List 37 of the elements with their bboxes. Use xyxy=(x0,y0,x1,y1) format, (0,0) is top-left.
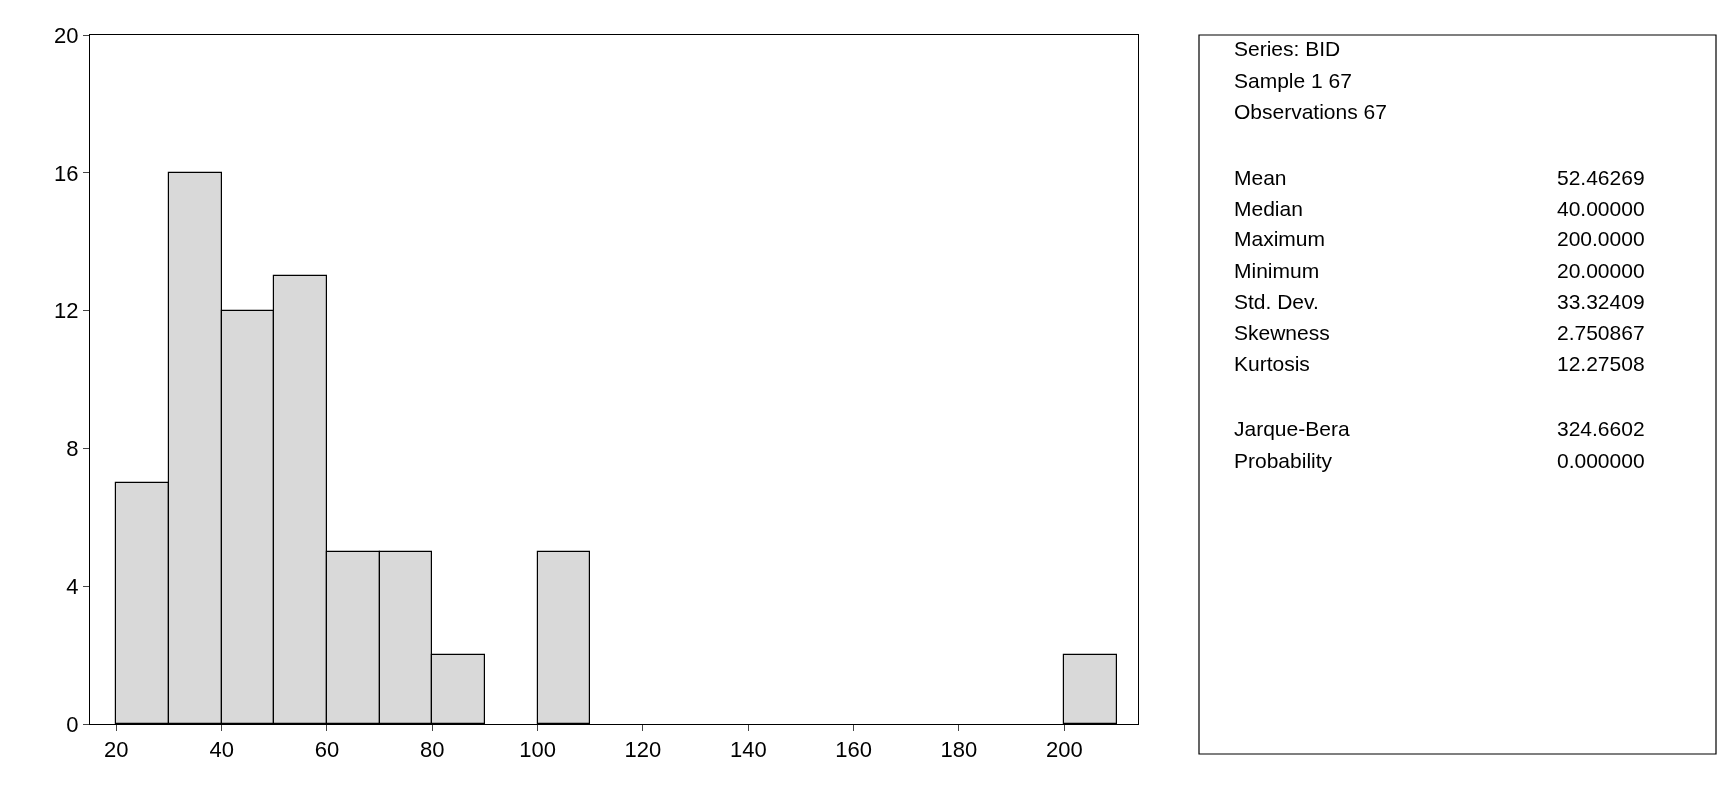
text: Mean xyxy=(1234,166,1287,189)
text: Observations 67 xyxy=(1234,100,1387,123)
text: Skewness xyxy=(1234,321,1330,344)
y-tick-label: 0 xyxy=(66,711,79,737)
text: Minimum xyxy=(1234,259,1320,282)
text: Kurtosis xyxy=(1234,352,1310,375)
x-tick-label: 80 xyxy=(420,737,445,763)
x-tick-label: 120 xyxy=(624,737,662,763)
text: 0.000000 xyxy=(1557,449,1645,472)
text: Probability xyxy=(1234,449,1333,472)
text: 52.46269 xyxy=(1557,166,1645,189)
text: Median xyxy=(1234,197,1303,220)
x-tick-label: 140 xyxy=(729,737,767,763)
text: Series: BID xyxy=(1234,37,1341,60)
y-tick-label: 20 xyxy=(54,22,79,48)
text: 40.00000 xyxy=(1557,197,1645,220)
y-tick-label: 4 xyxy=(66,573,79,599)
x-tick-label: 60 xyxy=(314,737,340,763)
y-tick-label: 16 xyxy=(54,160,79,186)
y-tick-label: 12 xyxy=(54,298,79,324)
y-tick-label: 8 xyxy=(66,436,79,462)
x-tick-label: 160 xyxy=(835,737,872,763)
text: Std. Dev. xyxy=(1234,290,1319,313)
text: 324.6602 xyxy=(1557,417,1645,440)
text: 20.00000 xyxy=(1557,259,1645,282)
text: Jarque-Bera xyxy=(1234,417,1350,440)
x-tick-label: 40 xyxy=(209,737,234,763)
text: 2.750867 xyxy=(1557,321,1645,344)
x-tick-label: 100 xyxy=(519,737,556,763)
text: 12.27508 xyxy=(1557,352,1645,375)
text: 200.0000 xyxy=(1557,227,1645,250)
text: Sample 1 67 xyxy=(1234,69,1352,92)
x-tick-label: 200 xyxy=(1045,737,1083,763)
text: 33.32409 xyxy=(1557,290,1645,313)
x-tick-label: 20 xyxy=(104,737,129,763)
x-tick-label: 180 xyxy=(940,737,978,763)
text: Maximum xyxy=(1234,227,1326,250)
